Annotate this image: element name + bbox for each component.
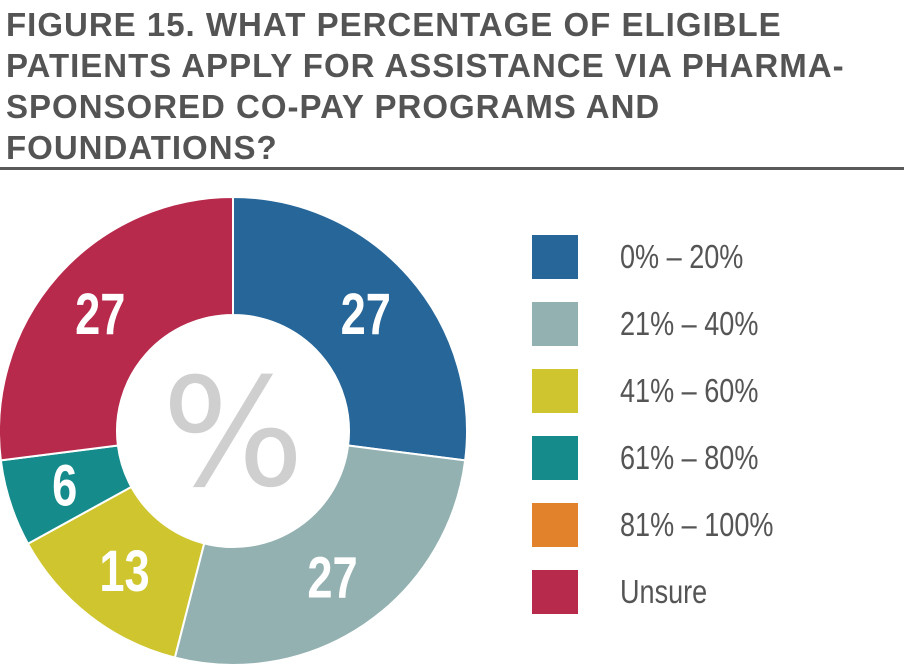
legend-label: 61% – 80% [620, 439, 759, 476]
title-divider [0, 167, 904, 170]
legend-swatch [532, 235, 578, 279]
slice-21-40 [173, 444, 467, 666]
legend-swatch [532, 302, 578, 346]
center-percent-symbol: % [162, 347, 305, 521]
legend-swatch [532, 369, 578, 413]
legend-label: 0% – 20% [620, 238, 744, 275]
legend-swatch [532, 503, 578, 547]
slice-value-label: 27 [75, 283, 125, 348]
slice-value-label: 27 [307, 546, 357, 611]
slice-unsure [0, 195, 234, 462]
slice-0-20 [232, 195, 468, 462]
slice-value-label: 6 [52, 454, 77, 519]
slice-value-label: 27 [341, 283, 391, 348]
legend-label: 21% – 40% [620, 305, 759, 342]
chart-title: FIGURE 15. WHAT PERCENTAGE OF ELIGIBLE P… [6, 6, 845, 166]
donut-chart: 27 27 13 6 27 % [0, 195, 468, 666]
legend-swatch [532, 570, 578, 614]
legend-swatch [532, 436, 578, 480]
legend-label: Unsure [620, 573, 708, 610]
legend-label: 81% – 100% [620, 506, 774, 543]
legend-label: 41% – 60% [620, 372, 759, 409]
slice-value-label: 13 [99, 540, 149, 605]
